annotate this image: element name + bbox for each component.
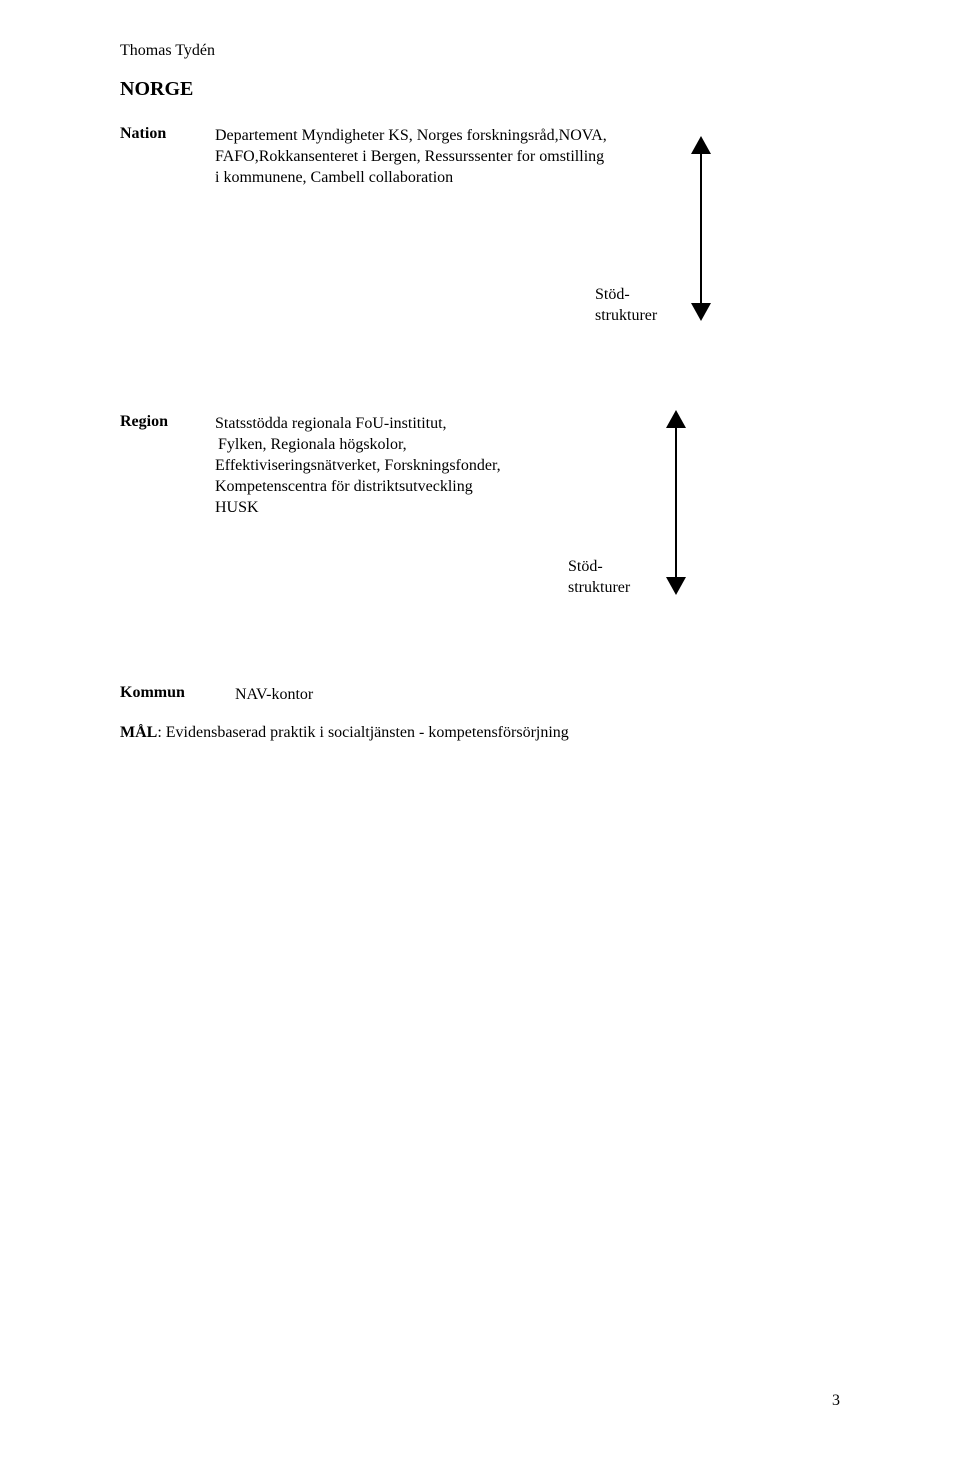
stod2-line2: strukturer (568, 578, 658, 599)
goal-label: MÅL (120, 724, 157, 741)
nation-label: Nation (120, 125, 215, 143)
region-line4: Kompetenscentra för distriktsutveckling (215, 476, 501, 497)
stod-strukturer-1: Stöd- strukturer (595, 285, 685, 327)
region-line1: Statsstödda regionala FoU-instititut, (215, 413, 501, 434)
goal-text: : Evidensbaserad praktik i socialtjänste… (157, 724, 568, 741)
nation-line3: i kommunene, Cambell collaboration (215, 167, 607, 188)
nation-line2: FAFO,Rokkansenteret i Bergen, Ressurssen… (215, 146, 607, 167)
region-row: Region Statsstödda regionala FoU-institi… (120, 413, 501, 519)
nation-row: Nation Departement Myndigheter KS, Norge… (120, 125, 840, 188)
kommun-label: Kommun (120, 684, 235, 702)
author-name: Thomas Tydén (120, 42, 840, 60)
page: Thomas Tydén NORGE Nation Departement My… (0, 0, 960, 1462)
region-line5: HUSK (215, 497, 501, 518)
stod1-line1: Stöd- (595, 285, 685, 306)
kommun-row: Kommun NAV-kontor (120, 684, 313, 705)
double-arrow-icon (685, 136, 717, 321)
region-content: Statsstödda regionala FoU-instititut, Fy… (215, 413, 501, 519)
stod2-line1: Stöd- (568, 557, 658, 578)
region-line2: Fylken, Regionala högskolor, (215, 434, 501, 455)
nation-content: Departement Myndigheter KS, Norges forsk… (215, 125, 607, 188)
stod1-line2: strukturer (595, 306, 685, 327)
nation-line1: Departement Myndigheter KS, Norges forsk… (215, 125, 607, 146)
page-title: NORGE (120, 78, 840, 101)
goal-line: MÅL: Evidensbaserad praktik i socialtjän… (120, 724, 569, 742)
kommun-content: NAV-kontor (235, 684, 313, 705)
page-number: 3 (832, 1392, 840, 1410)
region-label: Region (120, 413, 215, 431)
region-line3: Effektiviseringsnätverket, Forskningsfon… (215, 455, 501, 476)
double-arrow-icon (660, 410, 692, 595)
stod-strukturer-2: Stöd- strukturer (568, 557, 658, 599)
